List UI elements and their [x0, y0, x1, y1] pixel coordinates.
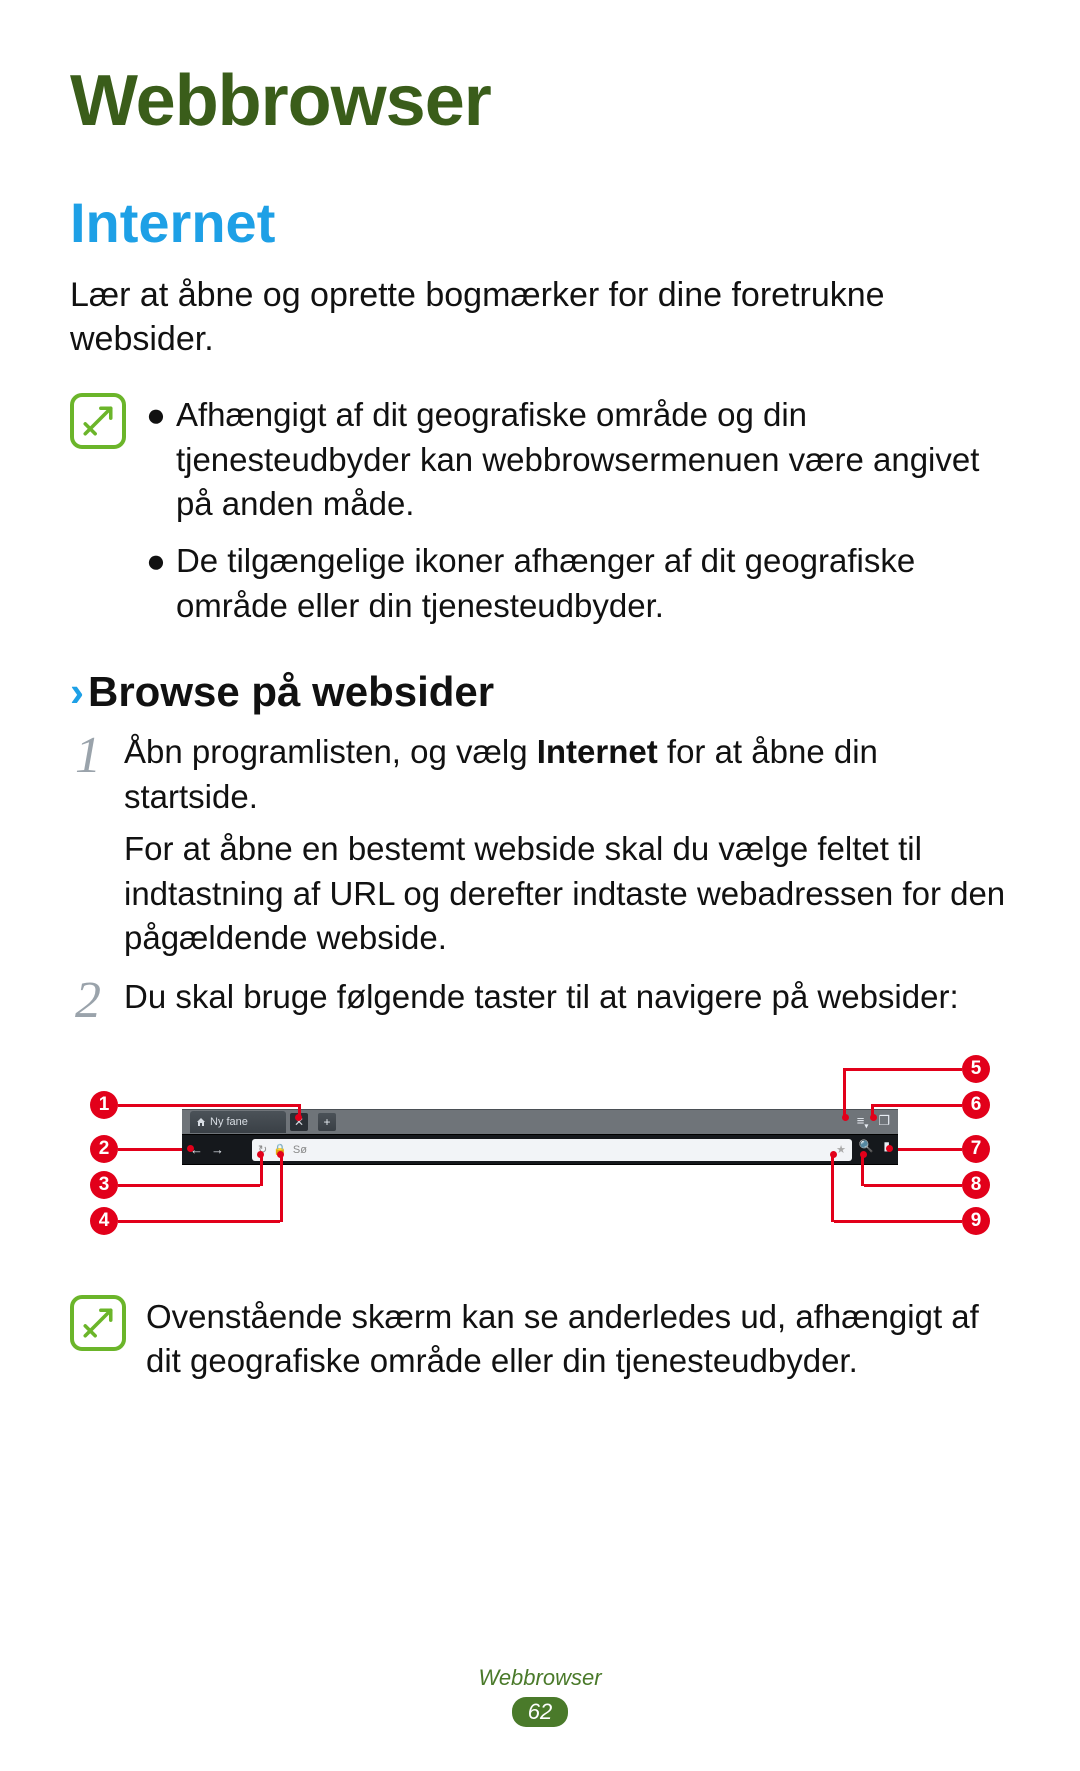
- browser-toolbar-diagram: Ny fane ✕ + ≡▾ ❐ ← → ↻ 🔒 Sø ★: [90, 1055, 990, 1255]
- callout-1: 1: [90, 1091, 118, 1119]
- callout-8: 8: [962, 1171, 990, 1199]
- note-text: De tilgængelige ikoner afhænger af dit g…: [176, 539, 1010, 628]
- step-1: 1 Åbn programlisten, og vælg Internet fo…: [70, 730, 1010, 961]
- step-2: 2 Du skal bruge følgende taster til at n…: [70, 975, 1010, 1027]
- step-number: 2: [70, 975, 106, 1027]
- page-number-badge: 62: [512, 1697, 568, 1727]
- home-icon: [196, 1117, 206, 1127]
- callout-7: 7: [962, 1135, 990, 1163]
- note-item: ●Afhængigt af dit geografiske område og …: [146, 393, 1010, 527]
- callout-4: 4: [90, 1207, 118, 1235]
- step-number: 1: [70, 730, 106, 961]
- note-text: Afhængigt af dit geografiske område og d…: [176, 393, 1010, 527]
- note-icon: [70, 1295, 126, 1351]
- callout-3: 3: [90, 1171, 118, 1199]
- windows-icon: ❐: [878, 1113, 890, 1131]
- note-icon: [70, 393, 126, 449]
- note-item: ●De tilgængelige ikoner afhænger af dit …: [146, 539, 1010, 628]
- browser-toolbar: Ny fane ✕ + ≡▾ ❐ ← → ↻ 🔒 Sø ★: [182, 1109, 898, 1165]
- intro-text: Lær at åbne og oprette bogmærker for din…: [70, 273, 1010, 361]
- step-subtext: For at åbne en bestemt webside skal du v…: [124, 827, 1010, 961]
- note-text: Ovenstående skærm kan se anderledes ud, …: [146, 1295, 1010, 1384]
- callout-2: 2: [90, 1135, 118, 1163]
- active-tab: Ny fane: [190, 1111, 286, 1133]
- add-tab-icon: +: [318, 1113, 336, 1131]
- forward-icon: →: [211, 1142, 224, 1157]
- url-bar: ↻ 🔒 Sø ★: [252, 1139, 852, 1161]
- note-block-2: Ovenstående skærm kan se anderledes ud, …: [70, 1295, 1010, 1384]
- star-icon: ★: [836, 1143, 846, 1156]
- callout-5: 5: [962, 1055, 990, 1083]
- chevron-right-icon: ›: [70, 668, 84, 716]
- page-title: Webbrowser: [70, 60, 1010, 142]
- callout-9: 9: [962, 1207, 990, 1235]
- section-heading: Internet: [70, 190, 1010, 255]
- subsection-heading: › Browse på websider: [70, 668, 1010, 716]
- footer-section: Webbrowser: [0, 1665, 1080, 1691]
- note-block-1: ●Afhængigt af dit geografiske område og …: [70, 393, 1010, 640]
- page-footer: Webbrowser 62: [0, 1665, 1080, 1727]
- menu-icon: ≡▾: [857, 1113, 869, 1131]
- callout-6: 6: [962, 1091, 990, 1119]
